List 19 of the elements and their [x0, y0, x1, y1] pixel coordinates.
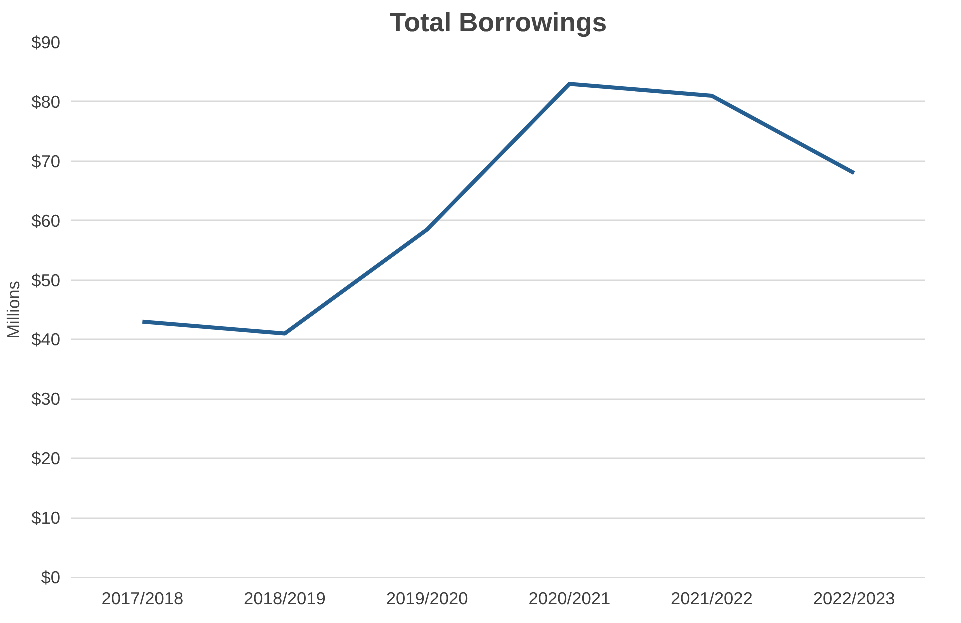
y-tick-label: $50 — [32, 270, 61, 290]
y-tick-label: $60 — [32, 210, 61, 231]
x-tick-label: 2017/2018 — [102, 588, 184, 608]
y-tick-label: $40 — [32, 330, 61, 350]
x-tick-label: 2022/2023 — [813, 588, 896, 608]
y-tick-label: $20 — [32, 448, 61, 469]
x-tick-label: 2018/2019 — [244, 588, 326, 608]
y-axis-title: Millions — [4, 280, 24, 339]
y-tick-label: $90 — [32, 32, 61, 52]
y-tick-label: $80 — [32, 92, 61, 112]
x-tick-label: 2021/2022 — [671, 588, 753, 608]
y-tick-label: $0 — [41, 568, 61, 588]
y-tick-label: $10 — [32, 508, 61, 528]
x-tick-label: 2020/2021 — [528, 588, 611, 608]
y-tick-label: $70 — [32, 151, 61, 172]
x-tick-label: 2019/2020 — [386, 588, 468, 608]
chart-title: Total Borrowings — [390, 8, 608, 38]
y-tick-label: $30 — [32, 389, 61, 410]
line-series — [140, 82, 856, 336]
